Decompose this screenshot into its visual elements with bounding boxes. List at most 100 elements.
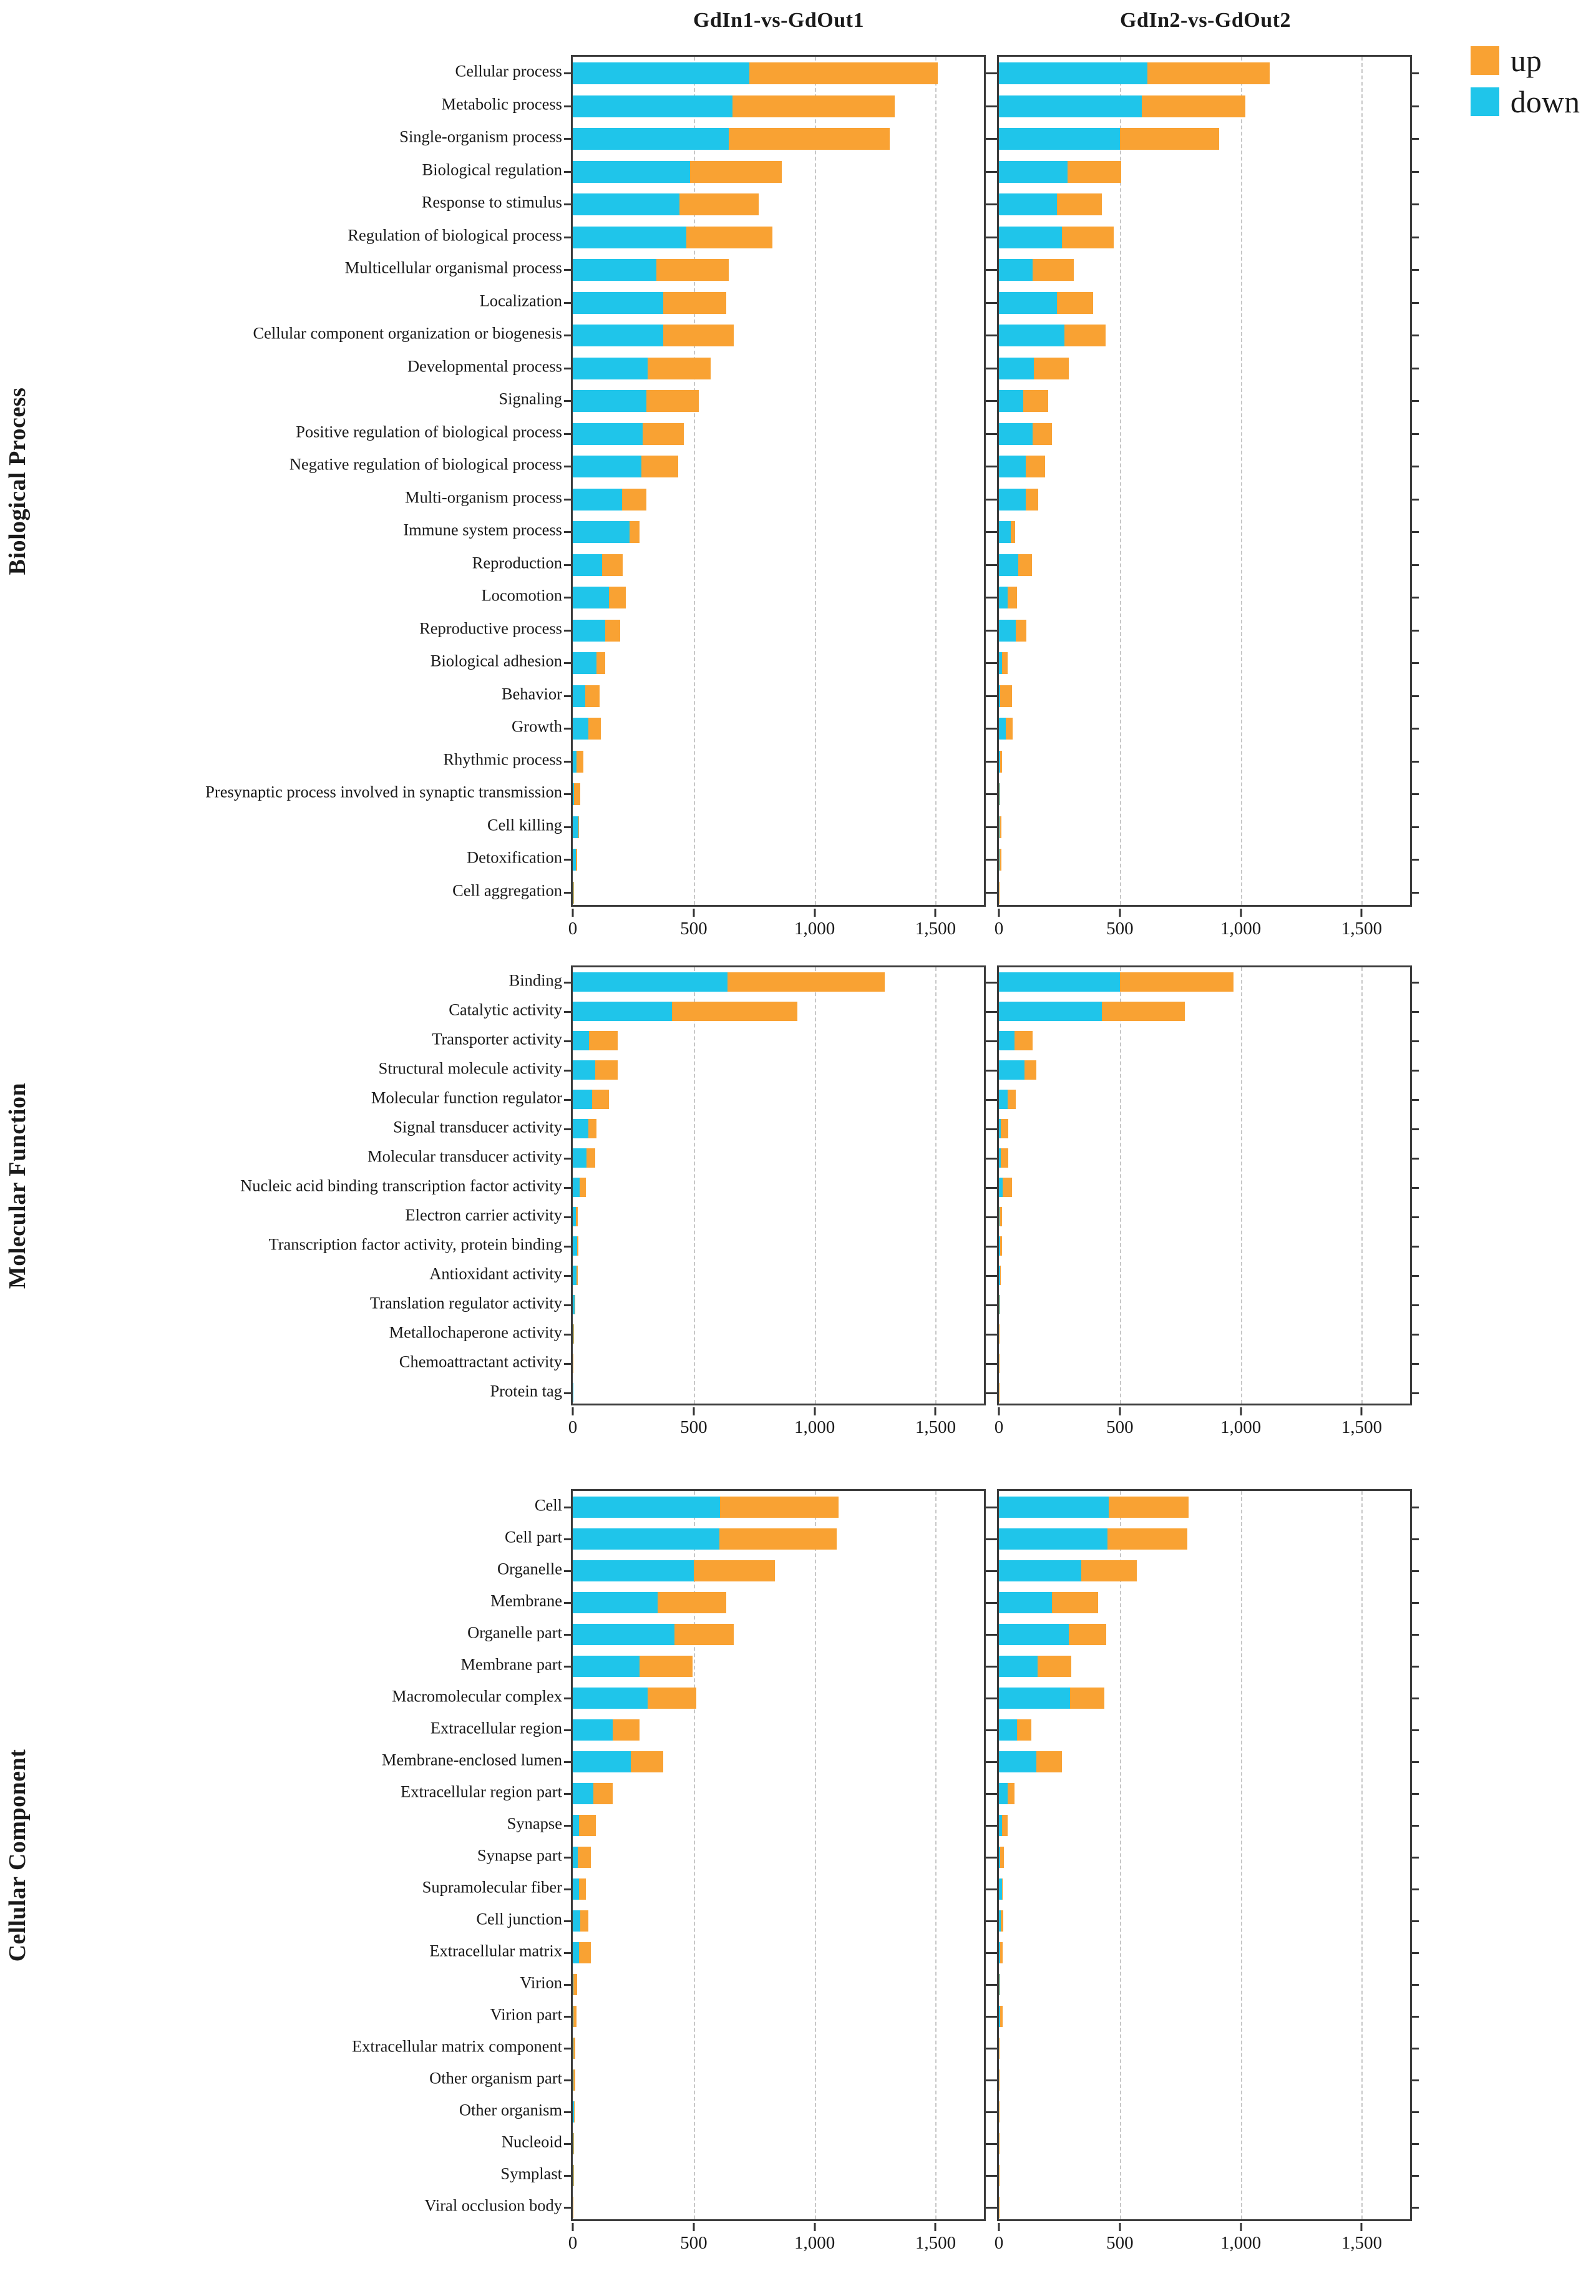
category-tick [990, 301, 997, 304]
category-tick [986, 335, 993, 337]
category-tick [1412, 1245, 1419, 1248]
bar-row [990, 2064, 1419, 2096]
x-axis-tick [934, 2223, 937, 2231]
category-tick [986, 1128, 993, 1130]
stacked-bar [999, 193, 1410, 215]
bar-segment-down [573, 128, 729, 150]
bar-row [564, 1143, 993, 1173]
stacked-bar [573, 2197, 984, 2218]
category-tick [990, 1304, 997, 1306]
stacked-bar [999, 1178, 1410, 1197]
bar-row [990, 1055, 1419, 1085]
x-axis-tick [1119, 2223, 1121, 2231]
category-tick [1412, 1157, 1419, 1160]
bar-segment-up [1017, 1719, 1031, 1741]
stacked-bar [999, 291, 1410, 314]
bar-segment-up [573, 783, 580, 805]
bar-segment-down [999, 193, 1058, 215]
row-label: Single-organism process [399, 127, 562, 146]
row-label: Presynaptic process involved in synaptic… [205, 782, 562, 801]
stacked-bar [573, 1354, 984, 1373]
category-tick [990, 1792, 997, 1795]
x-axis-tick [693, 909, 695, 917]
bar-row [990, 1650, 1419, 1682]
bar-row [564, 1349, 993, 1378]
x-axis-tick [814, 2223, 816, 2231]
stacked-bar [573, 1688, 984, 1709]
bar-segment-down [573, 1560, 694, 1581]
category-tick [990, 2142, 997, 2145]
x-axis-tick [1119, 909, 1121, 917]
category-tick [564, 981, 571, 984]
bar-row [564, 2064, 993, 2096]
x-axis-tick [1119, 1407, 1121, 1415]
bar-segment-up [586, 1148, 595, 1168]
bar-segment-up [1023, 390, 1049, 412]
row-label: Other organism [459, 2100, 562, 2119]
x-axis-tick-label: 1,000 [794, 1417, 835, 1437]
category-tick [990, 1392, 997, 1394]
bar-segment-down [573, 488, 623, 510]
category-tick [990, 466, 997, 468]
category-tick [1412, 335, 1419, 337]
category-tick [986, 1362, 993, 1365]
category-tick [986, 826, 993, 828]
bar-segment-up [1001, 1910, 1003, 1932]
bar-row [564, 581, 993, 614]
row-label: Symplast [500, 2164, 562, 2182]
bar-row [990, 1114, 1419, 1143]
bar-segment-down [573, 1783, 593, 1804]
stacked-bar [999, 2069, 1410, 2091]
stacked-bar [999, 2197, 1410, 2218]
stacked-bar [999, 1354, 1410, 1373]
bar-row [564, 155, 993, 188]
category-tick [990, 1761, 997, 1763]
stacked-bar [999, 128, 1410, 150]
gridline [814, 967, 816, 1404]
category-tick [986, 1304, 993, 1306]
bar-segment-down [999, 226, 1062, 248]
bar-segment-up [1025, 488, 1038, 510]
gridline [1240, 57, 1242, 905]
bar-segment-down [999, 1592, 1053, 1613]
bar-segment-down [999, 1688, 1071, 1709]
bar-segment-down [999, 1815, 1002, 1836]
row-label: Metabolic process [441, 94, 562, 114]
x-axis-tick-label: 500 [1106, 1417, 1134, 1437]
row-label: Cellular component organization or bioge… [253, 323, 562, 343]
bar-row [990, 122, 1419, 155]
bar-row [564, 515, 993, 549]
category-tick [564, 1665, 571, 1668]
bar-row [990, 967, 1419, 997]
bar-segment-down [573, 1815, 579, 1836]
x-axis-tick-label: 0 [994, 919, 1004, 939]
bar-row [564, 1319, 993, 1349]
bar-segment-up [720, 1497, 839, 1518]
category-tick [986, 432, 993, 435]
category-tick [990, 2174, 997, 2177]
bar-row [564, 778, 993, 811]
category-tick [1412, 760, 1419, 763]
x-axis-tick [572, 2223, 574, 2231]
stacked-bar [573, 2101, 984, 2123]
stacked-bar [573, 718, 984, 740]
bar-segment-up [574, 2101, 575, 2123]
stacked-bar [999, 816, 1410, 838]
category-tick [990, 1888, 997, 1890]
bar-row [564, 57, 993, 90]
stacked-bar [573, 456, 984, 477]
bar-row [990, 286, 1419, 320]
category-labels: Binding Catalytic activity Transporter act… [45, 965, 571, 1405]
stacked-bar [999, 521, 1410, 543]
bar-segment-up [578, 1878, 586, 1900]
stacked-bar [573, 1324, 984, 1344]
category-tick [564, 269, 571, 271]
bar-row [990, 1231, 1419, 1261]
bar-segment-down [999, 1910, 1001, 1932]
category-tick [1412, 236, 1419, 238]
bar-segment-up [732, 95, 895, 117]
x-axis-tick [1240, 2223, 1242, 2231]
row-label: Virion [520, 1973, 562, 1991]
bar-segment-up [573, 2165, 574, 2186]
x-axis-tick-label: 500 [680, 919, 708, 939]
